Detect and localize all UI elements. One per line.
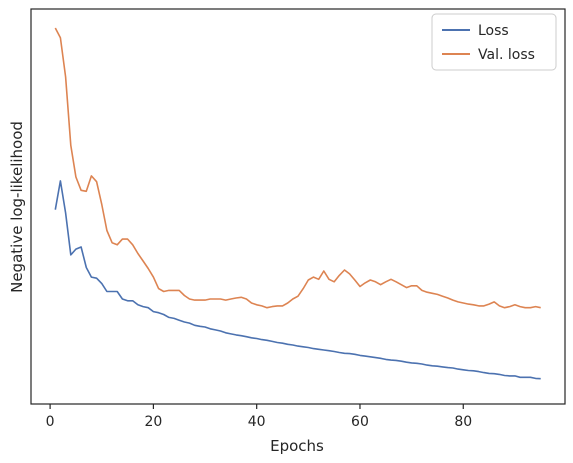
x-tick-label: 0 xyxy=(46,414,55,430)
legend-box xyxy=(431,13,557,71)
plot-frame xyxy=(30,8,566,405)
series-layer xyxy=(54,27,541,380)
x-axis-label: Epochs xyxy=(270,437,324,455)
y-axis-label: Negative log-likelihood xyxy=(8,121,26,293)
x-tick-label: 80 xyxy=(454,414,472,430)
series-line-val-loss xyxy=(54,27,541,309)
x-tick-label: 20 xyxy=(144,414,162,430)
axes-layer: 0 20 40 60 80 xyxy=(30,8,566,430)
x-tick-label: 60 xyxy=(351,414,369,430)
legend-label-loss: Loss xyxy=(478,23,509,39)
legend: Loss Val. loss xyxy=(431,13,557,71)
x-tick-label: 40 xyxy=(248,414,266,430)
series-line-loss xyxy=(54,180,541,380)
legend-label-val-loss: Val. loss xyxy=(478,47,535,63)
